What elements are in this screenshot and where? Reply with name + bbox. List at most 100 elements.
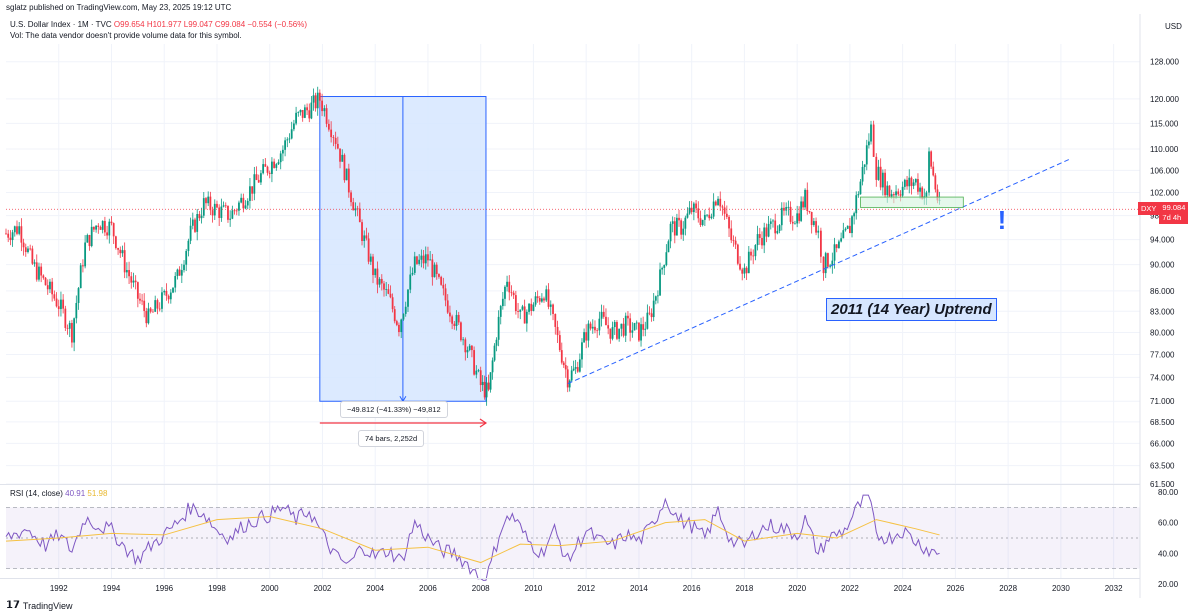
candle-body [936, 189, 939, 201]
candle-body [528, 303, 530, 312]
uptrend-annotation[interactable]: 2011 (14 Year) Uptrend [826, 298, 997, 321]
candle-body [701, 219, 704, 225]
y-tick-label: 94.000 [1150, 236, 1175, 245]
candle-body [128, 270, 130, 277]
candle-body [176, 269, 179, 277]
candle-body [172, 287, 174, 293]
candle-body [855, 195, 858, 214]
candle-body [800, 201, 803, 221]
y-tick-label: 74.000 [1150, 373, 1175, 382]
candle-body [468, 345, 471, 350]
candle-body [275, 164, 278, 168]
candle-body [308, 110, 311, 119]
candle-body [134, 280, 137, 283]
candle-body [339, 148, 341, 162]
candle-body [787, 206, 790, 208]
x-tick-label: 1994 [103, 584, 121, 593]
candle-body [536, 296, 539, 299]
x-tick-label: 1996 [155, 584, 173, 593]
candle-body [495, 339, 498, 346]
price-tag-symbol: DXY [1138, 202, 1160, 215]
currency-label[interactable]: USD [1165, 22, 1182, 31]
candle-body [20, 226, 23, 243]
candle-body [514, 295, 517, 312]
candle-body [785, 207, 788, 211]
candle-body [875, 156, 878, 180]
candle-body [238, 202, 240, 211]
candle-body [778, 225, 781, 231]
candle-body [404, 306, 407, 314]
candle-body [103, 220, 106, 233]
x-tick-label: 2012 [577, 584, 595, 593]
candle-body [798, 213, 801, 221]
candle-body [420, 255, 423, 260]
candle-body [491, 360, 494, 373]
candle-body [416, 256, 418, 264]
candle-body [286, 139, 289, 141]
candle-body [16, 226, 18, 234]
candle-body [530, 303, 533, 311]
candle-body [671, 221, 674, 224]
candle-body [389, 293, 392, 298]
measure-bars-label[interactable]: 74 bars, 2,252d [358, 430, 425, 447]
y-tick-label: 120.000 [1150, 95, 1179, 104]
candle-body [451, 316, 454, 324]
candle-body [928, 151, 930, 193]
candle-body [303, 107, 306, 118]
candle-body [525, 311, 528, 324]
candle-body [240, 197, 243, 203]
candle-body [31, 248, 34, 264]
candle-body [438, 274, 440, 277]
candle-body [829, 265, 832, 267]
candle-body [216, 203, 218, 208]
y-tick-label: 63.500 [1150, 462, 1175, 471]
rsi-ma-line [5, 516, 940, 564]
candle-body [460, 322, 462, 341]
tradingview-logo[interactable]: 𝟭𝟳 TradingView [6, 600, 72, 611]
candle-body [174, 276, 177, 288]
candle-body [554, 313, 557, 327]
candle-body [125, 270, 128, 273]
candle-body [149, 308, 152, 312]
candle-body [440, 276, 443, 285]
candle-body [510, 292, 513, 294]
candle-body [273, 161, 276, 168]
candle-body [53, 294, 56, 299]
candle-body [433, 264, 436, 278]
candle-body [209, 196, 212, 211]
candle-body [202, 198, 205, 216]
candle-body [407, 289, 409, 307]
y-tick-label: 115.000 [1150, 119, 1179, 128]
candle-body [277, 162, 280, 165]
candle-body [288, 138, 291, 140]
candle-body [422, 255, 425, 264]
candle-body [119, 249, 122, 254]
candle-body [178, 269, 181, 276]
y-tick-label: 102.000 [1150, 189, 1179, 198]
candle-body [444, 288, 447, 301]
candle-body [22, 242, 25, 248]
candle-body [815, 221, 817, 233]
candle-body [723, 207, 726, 214]
candle-body [352, 202, 355, 211]
candle-body [90, 226, 93, 247]
measure-change-label[interactable]: −49.812 (−41.33%) −49,812 [340, 401, 448, 418]
candle-body [79, 265, 82, 289]
candle-body [861, 166, 864, 182]
candle-body [822, 256, 825, 274]
x-tick-label: 2030 [1052, 584, 1070, 593]
candle-body [504, 286, 506, 299]
candle-body [686, 213, 689, 218]
candle-body [899, 194, 902, 196]
candle-body [145, 311, 148, 324]
candle-body [708, 214, 711, 219]
candle-body [284, 140, 287, 150]
candle-body [609, 328, 612, 339]
candle-body [361, 222, 363, 242]
candle-body [318, 92, 321, 101]
candle-body [88, 235, 91, 247]
candle-body [363, 235, 366, 242]
y-tick-label: 110.000 [1150, 145, 1179, 154]
candle-body [222, 205, 225, 207]
